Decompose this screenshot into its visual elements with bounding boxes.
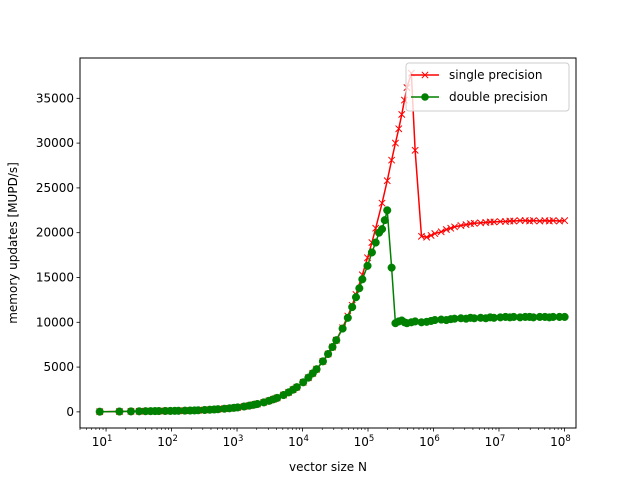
- axes-frame: [79, 57, 577, 429]
- data-point: [363, 261, 372, 270]
- x-tick-base: 10: [419, 435, 434, 449]
- data-point: [395, 125, 403, 133]
- series-line: [99, 210, 565, 413]
- data-point: [380, 216, 389, 225]
- data-point: [490, 218, 498, 226]
- data-point: [383, 206, 392, 215]
- x-tick-exponent: 6: [434, 434, 439, 444]
- x-tick-label: 104: [288, 434, 309, 449]
- y-tick-label: 5000: [43, 360, 74, 374]
- data-point: [388, 156, 396, 164]
- x-tick-label: 107: [485, 434, 506, 449]
- plot-area: [95, 69, 569, 416]
- data-point: [451, 223, 459, 231]
- data-point: [355, 284, 364, 293]
- legend-label: single precision: [449, 68, 542, 82]
- data-point: [391, 139, 399, 147]
- x-axis: 101 102 103 104 105 106 107 108: [79, 428, 571, 449]
- data-point: [561, 217, 569, 225]
- y-tick-label: 30000: [36, 136, 74, 150]
- x-tick-label: 101: [92, 434, 113, 449]
- data-point: [338, 324, 347, 333]
- data-point: [447, 224, 455, 232]
- data-point: [496, 217, 504, 226]
- x-tick-exponent: 4: [303, 434, 308, 444]
- data-point: [292, 383, 301, 392]
- data-point: [442, 226, 450, 234]
- x-tick-exponent: 3: [238, 434, 243, 444]
- legend-entry: single precision: [411, 68, 542, 82]
- y-tick-label: 20000: [36, 226, 74, 240]
- x-tick-exponent: 1: [107, 434, 112, 444]
- data-point: [312, 365, 321, 374]
- y-axis: 0 5000 10000 15000 20000 25000 30000 35000: [36, 91, 80, 419]
- x-tick-label: 105: [354, 434, 375, 449]
- data-point: [126, 407, 136, 416]
- y-tick-label: 15000: [36, 270, 74, 284]
- data-point: [377, 225, 387, 234]
- x-tick-base: 10: [485, 435, 500, 449]
- data-point: [371, 238, 380, 247]
- data-point: [529, 217, 537, 225]
- x-tick-label: 103: [223, 434, 244, 449]
- data-point: [431, 230, 439, 238]
- x-tick-exponent: 2: [172, 434, 177, 444]
- data-point: [462, 221, 470, 229]
- x-tick-label: 108: [550, 434, 571, 449]
- y-tick-label: 0: [66, 405, 74, 419]
- data-point: [348, 303, 357, 312]
- data-point: [332, 336, 341, 345]
- legend: single precision double precision: [405, 62, 570, 112]
- y-tick-label: 25000: [36, 181, 74, 195]
- series-line: [99, 73, 565, 413]
- data-point: [318, 357, 327, 366]
- data-point: [470, 219, 478, 227]
- legend-marker: [421, 93, 429, 101]
- data-point: [324, 349, 333, 359]
- data-point: [367, 248, 376, 257]
- legend-label: double precision: [449, 90, 548, 104]
- legend-box: [405, 62, 570, 112]
- data-point: [560, 312, 569, 321]
- x-tick-base: 10: [223, 435, 238, 449]
- data-point: [423, 233, 431, 241]
- data-point: [299, 378, 308, 387]
- data-point: [437, 228, 445, 236]
- x-tick-base: 10: [354, 435, 369, 449]
- x-tick-exponent: 5: [369, 434, 374, 444]
- data-point: [95, 407, 104, 416]
- x-tick-exponent: 7: [500, 434, 505, 444]
- y-tick-label: 10000: [36, 315, 74, 329]
- x-tick-label: 102: [157, 434, 178, 449]
- x-tick-label: 106: [419, 434, 440, 449]
- legend-marker: [421, 71, 429, 79]
- x-tick-base: 10: [92, 435, 107, 449]
- data-point: [427, 231, 435, 239]
- y-tick-label: 35000: [36, 91, 74, 105]
- data-point: [387, 263, 396, 272]
- x-tick-base: 10: [288, 435, 303, 449]
- data-point: [383, 177, 391, 185]
- y-axis-label: memory updates [MUPD/s]: [6, 162, 20, 324]
- series-single-precision: [96, 69, 569, 416]
- series-double-precision: [95, 206, 569, 416]
- data-point: [328, 342, 337, 352]
- data-point: [343, 313, 352, 322]
- data-point: [398, 110, 406, 118]
- data-point: [358, 275, 367, 284]
- data-point: [510, 217, 518, 225]
- data-point: [351, 293, 361, 302]
- data-point: [516, 217, 524, 225]
- legend-entry: double precision: [411, 90, 548, 104]
- x-tick-exponent: 8: [565, 434, 570, 444]
- x-tick-base: 10: [157, 435, 172, 449]
- data-point: [115, 407, 124, 416]
- data-point: [378, 199, 386, 207]
- x-axis-label: vector size N: [289, 460, 367, 474]
- data-point: [411, 146, 419, 154]
- x-tick-base: 10: [550, 435, 565, 449]
- data-point: [549, 217, 557, 225]
